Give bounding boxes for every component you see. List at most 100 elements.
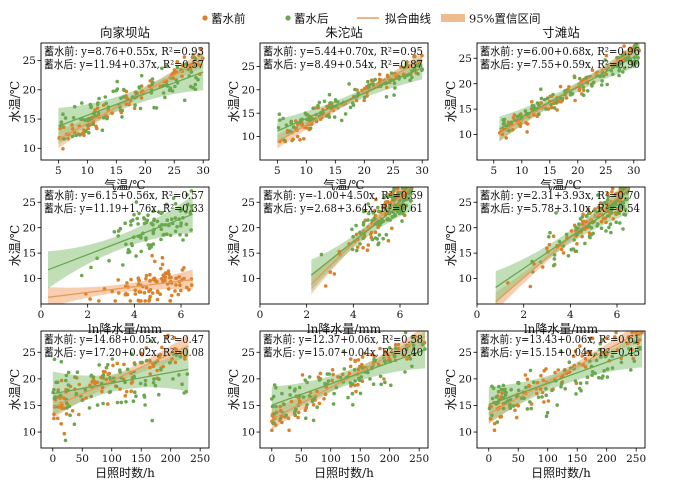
data-point-after (353, 379, 358, 383)
data-point-after (284, 123, 289, 127)
data-point-after (603, 354, 608, 359)
y-tick-label: 20 (242, 373, 255, 385)
data-point-after (169, 217, 174, 221)
fit-equation-before: 蓄水前: y=-1.00+4.50x, R²=0.59 (263, 188, 423, 202)
data-point-before (588, 352, 592, 356)
data-point-after (596, 193, 600, 197)
data-point-after (577, 222, 581, 226)
data-point-after (83, 388, 88, 392)
data-point-after (301, 395, 306, 399)
data-point-before (84, 396, 88, 400)
data-point-before (538, 387, 543, 391)
data-point-after (173, 84, 177, 89)
data-point-after (594, 358, 599, 363)
x-tick-label: 20 (571, 165, 584, 177)
data-point-after (550, 388, 554, 393)
y-tick-label: 15 (23, 248, 36, 260)
data-point-before (581, 363, 585, 367)
data-point-after (597, 347, 602, 352)
data-point-after (139, 249, 143, 254)
plot-frame (40, 186, 210, 305)
data-point-before (150, 291, 155, 295)
data-point-after (297, 385, 302, 390)
data-point-before (125, 292, 130, 297)
data-point-before (553, 370, 557, 375)
data-point-after (350, 247, 355, 252)
data-point-after (606, 194, 610, 199)
legend-band (441, 14, 465, 22)
data-point-after (61, 112, 65, 116)
data-point-before (311, 403, 316, 407)
data-point-after (393, 213, 398, 217)
x-tick-label: 20 (139, 165, 152, 177)
data-point-after (376, 205, 380, 210)
data-point-after (150, 82, 154, 87)
data-point-before (92, 379, 96, 384)
data-point-after (308, 126, 313, 131)
fit-equation-after: 蓄水后: y=7.55+0.59x, R²=0.90 (480, 58, 640, 71)
data-point-after (598, 341, 603, 346)
data-point-before (101, 369, 106, 374)
data-point-before (366, 243, 371, 247)
data-point-before (161, 273, 166, 278)
data-point-after (83, 118, 87, 122)
data-point-after (160, 66, 164, 71)
data-point-before (506, 281, 510, 285)
y-tick-label: 10 (23, 427, 36, 439)
y-tick-label: 15 (242, 108, 255, 120)
data-point-after (377, 241, 381, 245)
data-point-after (416, 72, 420, 76)
data-point-before (360, 355, 365, 359)
data-point-after (585, 375, 590, 380)
data-point-after (189, 228, 193, 232)
data-point-before (300, 123, 304, 127)
data-point-after (584, 76, 588, 80)
data-point-after (557, 239, 562, 244)
data-point-before (270, 428, 274, 433)
data-point-before (127, 102, 131, 107)
data-point-after (310, 399, 315, 404)
data-point-after (311, 106, 315, 111)
data-point-after (89, 373, 94, 378)
data-point-after (591, 231, 595, 236)
data-point-after (585, 213, 589, 218)
y-tick-label: 25 (459, 53, 472, 65)
data-point-before (328, 270, 333, 274)
data-point-before (70, 123, 74, 127)
data-point-after (370, 218, 374, 223)
data-point-before (100, 385, 105, 390)
data-point-after (87, 406, 92, 410)
data-point-after (549, 102, 553, 107)
data-point-before (129, 381, 134, 385)
data-point-after (108, 376, 112, 380)
data-point-after (544, 393, 548, 398)
data-point-after (542, 97, 547, 102)
data-point-before (191, 52, 195, 57)
data-point-after (599, 355, 603, 359)
data-point-after (367, 211, 371, 216)
data-point-after (357, 376, 361, 381)
data-point-after (605, 375, 610, 379)
data-point-after (167, 88, 172, 92)
data-point-after (159, 237, 163, 242)
data-point-before (354, 232, 359, 237)
confidence-band-before (48, 269, 193, 304)
data-point-before (637, 338, 642, 342)
data-point-after (366, 79, 370, 84)
data-point-before (296, 410, 301, 415)
data-point-after (67, 404, 72, 409)
data-point-after (559, 382, 564, 386)
x-tick-label: 10 (300, 165, 313, 177)
data-point-before (630, 331, 634, 335)
data-point-after (621, 204, 626, 209)
data-point-before (399, 65, 403, 69)
data-point-before (88, 297, 92, 301)
data-point-after (278, 118, 282, 122)
data-point-after (366, 370, 370, 375)
data-point-before (296, 415, 300, 420)
legend-item: 95%置信区间 (441, 12, 541, 26)
data-point-after (389, 383, 393, 388)
legend-marker (202, 15, 208, 21)
data-point-before (160, 345, 164, 350)
data-point-after (548, 230, 552, 235)
